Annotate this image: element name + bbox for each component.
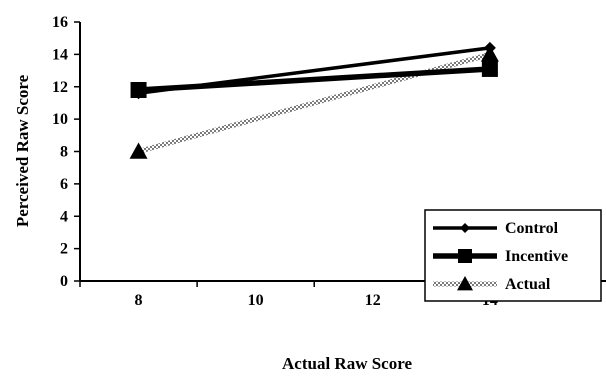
y-tick-label: 6	[60, 176, 68, 193]
x-tick-label: 10	[248, 292, 264, 309]
series-layer	[129, 41, 499, 159]
x-tick-label: 12	[365, 292, 381, 309]
legend-marker-actual	[457, 276, 473, 291]
legend-label-control: Control	[505, 220, 559, 237]
data-point-incentive	[481, 60, 498, 77]
legend-marker-control	[460, 223, 470, 233]
y-tick-label: 16	[52, 14, 68, 31]
y-ticks: 0 2 4 6 8 10 12 14 16	[52, 14, 80, 290]
y-tick-label: 0	[60, 273, 68, 290]
data-point-control	[483, 41, 496, 54]
series-incentive	[130, 60, 498, 98]
x-axis-title: Actual Raw Score	[282, 354, 412, 373]
y-tick-label: 14	[52, 46, 68, 63]
x-tick-label: 8	[135, 292, 143, 309]
y-tick-label: 4	[60, 208, 68, 225]
legend-marker-incentive	[458, 249, 472, 263]
y-axis-title: Perceived Raw Score	[13, 74, 32, 227]
legend-label-actual: Actual	[505, 276, 551, 293]
series-line-incentive	[138, 66, 491, 93]
y-tick-label: 8	[60, 144, 68, 161]
y-tick-label: 2	[60, 241, 68, 258]
legend-label-incentive: Incentive	[505, 248, 568, 265]
data-point-incentive	[130, 81, 147, 98]
series-actual	[129, 45, 499, 159]
y-tick-label: 12	[52, 79, 68, 96]
y-tick-label: 10	[52, 111, 68, 128]
legend: Control Incentive Actual	[424, 209, 602, 302]
data-point-actual	[129, 142, 148, 159]
